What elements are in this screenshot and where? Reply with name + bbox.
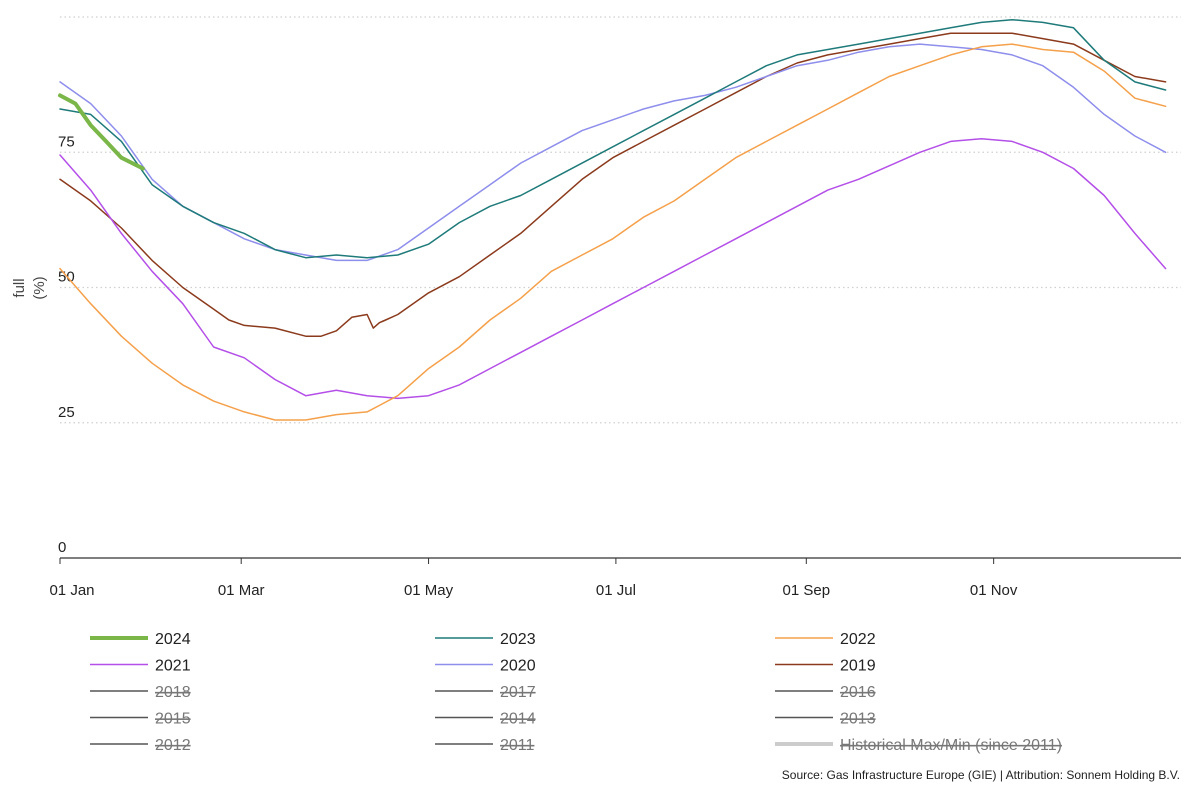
grid-lines bbox=[60, 16, 1181, 424]
legend-label: 2017 bbox=[500, 684, 536, 701]
series-line-2019 bbox=[59, 32, 1167, 337]
x-tick-label: 01 Sep bbox=[783, 582, 831, 599]
y-tick-label: 75 bbox=[58, 133, 75, 150]
legend-item[interactable]: 2015 bbox=[90, 711, 191, 728]
y-tick-label: 25 bbox=[58, 404, 75, 421]
series-line-2021 bbox=[59, 137, 1167, 400]
legend-item[interactable]: 2018 bbox=[90, 684, 191, 701]
legend[interactable]: 2024 2023 2022 2021 2020 2019 2018 2017 2016 2015… bbox=[90, 631, 1062, 754]
legend-item[interactable]: 2013 bbox=[775, 711, 876, 728]
legend-item[interactable]: 2011 bbox=[435, 737, 535, 754]
x-axis: 01 Jan 01 Mar 01 May 01 Jul 01 Sep 01 Nov bbox=[49, 557, 1181, 599]
legend-label: 2014 bbox=[500, 711, 536, 728]
source-attribution: Source: Gas Infrastructure Europe (GIE) … bbox=[781, 768, 1180, 782]
legend-label: 2024 bbox=[155, 631, 191, 648]
legend-item[interactable]: 2023 bbox=[435, 631, 536, 648]
x-tick-label: 01 Mar bbox=[218, 582, 265, 599]
legend-label: 2012 bbox=[155, 737, 191, 754]
legend-item[interactable]: 2012 bbox=[90, 737, 191, 754]
series-line-2023 bbox=[59, 18, 1167, 259]
legend-label: Historical Max/Min (since 2011) bbox=[840, 737, 1062, 754]
x-tick-label: 01 May bbox=[404, 582, 454, 599]
legend-item[interactable]: 2021 bbox=[90, 658, 191, 675]
legend-label: 2020 bbox=[500, 658, 536, 675]
series-lines bbox=[58, 18, 1167, 421]
legend-item[interactable]: 2022 bbox=[775, 631, 876, 648]
y-tick-label: 0 bbox=[58, 539, 66, 556]
y-axis-label-bottom: (%) bbox=[31, 276, 48, 299]
legend-label: 2015 bbox=[155, 711, 191, 728]
series-line-2024 bbox=[58, 93, 145, 171]
legend-label: 2013 bbox=[840, 711, 876, 728]
x-tick-label: 01 Jul bbox=[596, 582, 636, 599]
legend-item[interactable]: 2016 bbox=[775, 684, 876, 701]
legend-item[interactable]: 2024 bbox=[90, 631, 191, 648]
legend-item[interactable]: 2020 bbox=[435, 658, 536, 675]
legend-label: 2022 bbox=[840, 631, 876, 648]
legend-item[interactable]: 2019 bbox=[775, 658, 876, 675]
legend-item[interactable]: 2017 bbox=[435, 684, 536, 701]
legend-label: 2018 bbox=[155, 684, 191, 701]
y-axis-label-top: full bbox=[11, 278, 28, 297]
series-line-2020 bbox=[59, 43, 1167, 262]
legend-label: 2011 bbox=[500, 737, 535, 754]
legend-label: 2016 bbox=[840, 684, 876, 701]
series-line-2022 bbox=[59, 43, 1167, 421]
legend-item[interactable]: 2014 bbox=[435, 711, 536, 728]
legend-label: 2021 bbox=[155, 658, 191, 675]
legend-item[interactable]: Historical Max/Min (since 2011) bbox=[775, 737, 1062, 754]
legend-label: 2019 bbox=[840, 658, 876, 675]
legend-label: 2023 bbox=[500, 631, 536, 648]
x-tick-label: 01 Jan bbox=[49, 582, 94, 599]
x-tick-label: 01 Nov bbox=[970, 582, 1018, 599]
